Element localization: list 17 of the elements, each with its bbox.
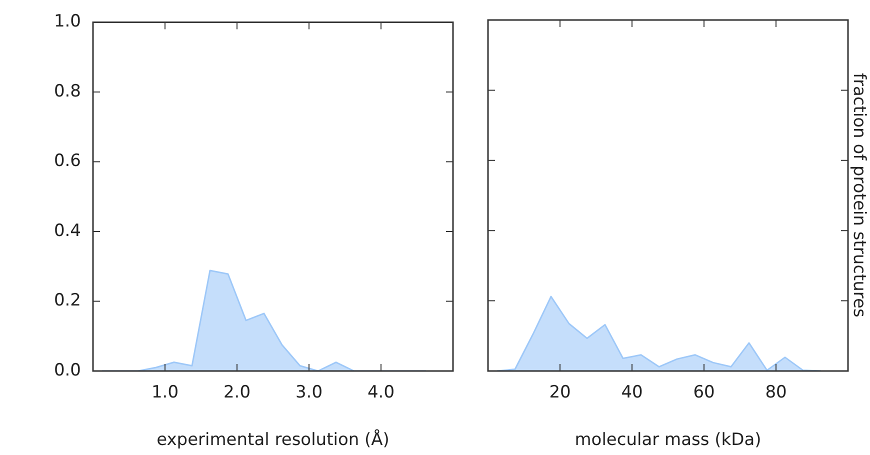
x-tick-label: 20 [549, 382, 571, 403]
y-tick-label: 1.0 [54, 12, 81, 32]
x-tick-label: 40 [621, 382, 643, 403]
x-tick-label: 60 [693, 382, 715, 403]
x-tick-label: 80 [765, 382, 787, 403]
x-tick-label: 3.0 [295, 382, 323, 403]
x-tick-label: 1.0 [151, 382, 179, 403]
y-tick-label: 0.0 [54, 360, 81, 380]
x-tick-label: 4.0 [367, 382, 395, 403]
y-tick-label: 0.8 [54, 81, 81, 102]
y-tick-label: 0.6 [54, 151, 81, 172]
y-axis-title: fraction of protein structures [849, 72, 869, 320]
y-tick-label: 0.2 [54, 290, 81, 311]
x-axis-title: experimental resolution (Å) [156, 429, 390, 450]
y-tick-label: 0.4 [54, 220, 81, 241]
x-axis-title: molecular mass (kDa) [574, 430, 762, 450]
x-tick-label: 2.0 [223, 382, 251, 403]
